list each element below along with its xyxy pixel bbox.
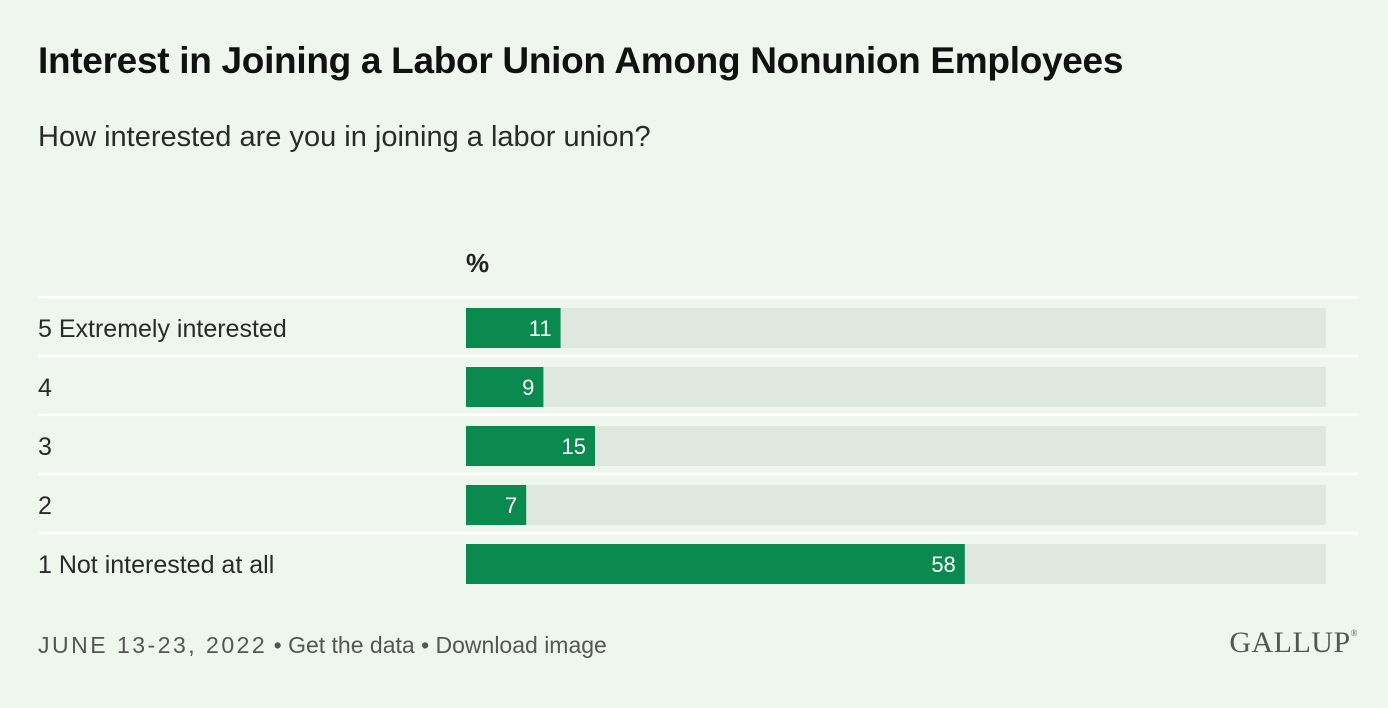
chart-subtitle: How interested are you in joining a labo… — [38, 121, 651, 153]
bar — [466, 485, 527, 525]
category-label: 1 Not interested at all — [38, 551, 274, 579]
chart-title: Interest in Joining a Labor Union Among … — [38, 40, 1124, 81]
registered-mark: ® — [1350, 628, 1358, 638]
bar-track — [466, 426, 1326, 466]
bar-track — [466, 485, 1326, 525]
get-data-link[interactable]: Get the data — [288, 632, 415, 658]
bar-track — [466, 367, 1326, 407]
bar-value-label: 15 — [562, 434, 586, 459]
download-image-link[interactable]: Download image — [435, 632, 607, 658]
category-label: 5 Extremely interested — [38, 315, 287, 343]
footer-separator: • — [421, 632, 430, 658]
bar — [466, 308, 561, 348]
gallup-logo: GALLUP® — [1229, 626, 1358, 660]
footer-separator: • — [273, 632, 282, 658]
category-label: 2 — [38, 492, 52, 520]
category-label: 4 — [38, 374, 52, 402]
unit-label: % — [466, 248, 490, 278]
bar-value-label: 11 — [529, 316, 552, 341]
bar-value-label: 58 — [931, 552, 955, 577]
bar-value-label: 9 — [522, 375, 534, 400]
bar-value-label: 7 — [505, 493, 517, 518]
bar — [466, 367, 544, 407]
bar — [466, 544, 965, 584]
gallup-logo-text: GALLUP — [1229, 626, 1351, 659]
bar-track — [466, 308, 1326, 348]
survey-date: JUNE 13-23, 2022 — [38, 632, 268, 658]
bar — [466, 426, 595, 466]
category-label: 3 — [38, 433, 52, 461]
footer: JUNE 13-23, 2022 • Get the data • Downlo… — [38, 632, 607, 659]
